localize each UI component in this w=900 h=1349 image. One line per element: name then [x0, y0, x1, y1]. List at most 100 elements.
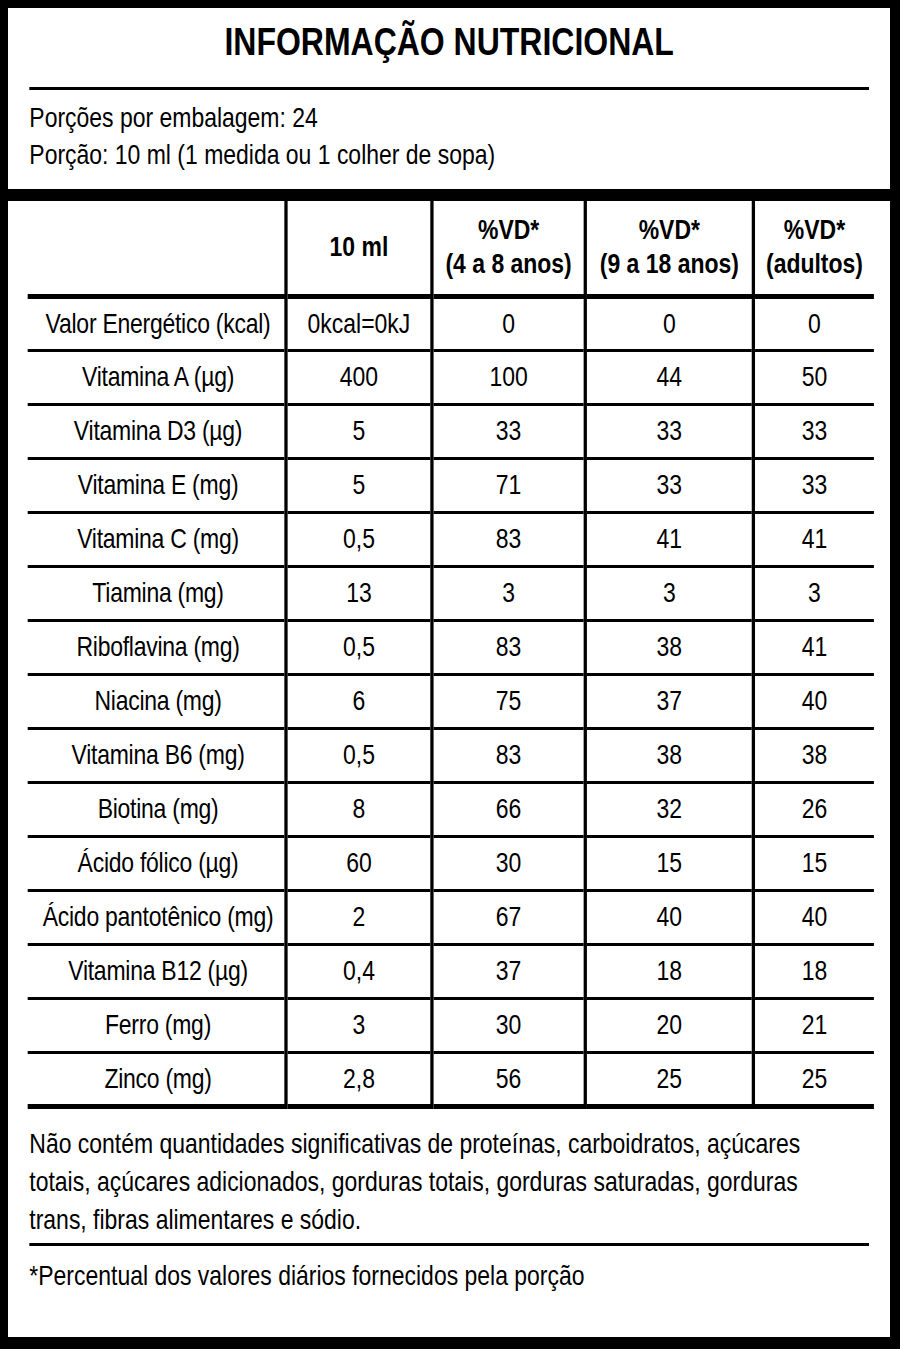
nutrient-value-amount: 3	[286, 998, 432, 1052]
nutrient-label: Ferro (mg)	[28, 998, 286, 1052]
column-header-line: (adultos)	[755, 247, 874, 281]
table-row: Ferro (mg)3302021	[28, 998, 874, 1052]
footnote-line: trans, fibras alimentares e sódio.	[29, 1201, 869, 1239]
nutrient-label: Vitamina D3 (µg)	[28, 404, 286, 458]
servings-per-package-text: Porções por embalagem: 24	[29, 99, 869, 136]
table-row: Niacina (mg)6753740	[28, 674, 874, 728]
column-header-line: 10 ml	[288, 230, 431, 264]
nutrient-value-vd-9-18: 41	[585, 512, 753, 566]
nutrient-label: Vitamina B12 (µg)	[28, 944, 286, 998]
table-row: Biotina (mg)8663226	[28, 782, 874, 836]
table-row: Vitamina A (µg)4001004450	[28, 350, 874, 404]
nutrient-value-vd-9-18: 33	[585, 404, 753, 458]
nutrient-value-vd-4-8: 37	[432, 944, 585, 998]
nutrient-value-amount: 400	[286, 350, 432, 404]
label-content: INFORMAÇÃO NUTRICIONAL Porções por embal…	[8, 21, 890, 1292]
nutrient-value-vd-9-18: 37	[585, 674, 753, 728]
daily-value-note: *Percentual dos valores diários fornecid…	[29, 1260, 869, 1292]
nutrient-label: Biotina (mg)	[28, 782, 286, 836]
table-row: Zinco (mg)2,8562525	[28, 1052, 874, 1106]
nutrient-value-vd-adults: 3	[753, 566, 874, 620]
nutrient-value-vd-adults: 15	[753, 836, 874, 890]
nutrient-value-vd-adults: 40	[753, 890, 874, 944]
table-row: Riboflavina (mg)0,5833841	[28, 620, 874, 674]
nutrient-value-amount: 0,4	[286, 944, 432, 998]
no-significant-amounts-note: Não contém quantidades significativas de…	[29, 1125, 869, 1239]
nutrient-value-vd-4-8: 30	[432, 836, 585, 890]
nutrition-facts-label: INFORMAÇÃO NUTRICIONAL Porções por embal…	[0, 0, 900, 1349]
nutrient-value-vd-adults: 21	[753, 998, 874, 1052]
nutrient-value-vd-9-18: 32	[585, 782, 753, 836]
column-header-line: %VD*	[587, 213, 752, 247]
nutrient-label: Vitamina C (mg)	[28, 512, 286, 566]
nutrient-label: Zinco (mg)	[28, 1052, 286, 1106]
thick-divider-bar	[8, 189, 890, 201]
nutrition-table: 10 ml %VD*(4 a 8 anos) %VD*(9 a 18 anos)…	[28, 201, 874, 1109]
table-row: Ácido fólico (µg)60301515	[28, 836, 874, 890]
nutrient-value-vd-9-18: 40	[585, 890, 753, 944]
nutrient-value-amount: 0,5	[286, 728, 432, 782]
nutrient-value-vd-4-8: 66	[432, 782, 585, 836]
nutrient-label: Vitamina B6 (mg)	[28, 728, 286, 782]
nutrient-value-vd-9-18: 38	[585, 728, 753, 782]
nutrient-value-vd-adults: 0	[753, 296, 874, 350]
serving-info: Porções por embalagem: 24 Porção: 10 ml …	[29, 99, 869, 173]
nutrient-value-vd-9-18: 38	[585, 620, 753, 674]
table-row: Tiamina (mg)13333	[28, 566, 874, 620]
table-row: Ácido pantotênico (mg)2674040	[28, 890, 874, 944]
footnote-divider-line	[29, 1243, 869, 1246]
nutrient-value-vd-4-8: 0	[432, 296, 585, 350]
nutrient-value-amount: 0kcal=0kJ	[286, 296, 432, 350]
nutrient-value-vd-4-8: 56	[432, 1052, 585, 1106]
nutrient-value-vd-adults: 33	[753, 404, 874, 458]
nutrient-value-vd-4-8: 67	[432, 890, 585, 944]
nutrient-label: Ácido pantotênico (mg)	[28, 890, 286, 944]
table-row: Valor Energético (kcal)0kcal=0kJ000	[28, 296, 874, 350]
nutrient-value-amount: 0,5	[286, 620, 432, 674]
nutrient-value-vd-4-8: 33	[432, 404, 585, 458]
nutrient-value-vd-4-8: 83	[432, 620, 585, 674]
column-header-amount: 10 ml	[286, 201, 432, 296]
nutrient-value-vd-9-18: 33	[585, 458, 753, 512]
table-row: Vitamina D3 (µg)5333333	[28, 404, 874, 458]
nutrient-value-vd-adults: 18	[753, 944, 874, 998]
column-header-nutrient	[28, 201, 286, 296]
nutrient-value-amount: 5	[286, 458, 432, 512]
nutrient-value-vd-adults: 38	[753, 728, 874, 782]
page-title: INFORMAÇÃO NUTRICIONAL	[8, 21, 890, 63]
nutrient-value-amount: 0,5	[286, 512, 432, 566]
nutrient-value-amount: 5	[286, 404, 432, 458]
nutrient-value-vd-9-18: 20	[585, 998, 753, 1052]
nutrient-value-vd-9-18: 15	[585, 836, 753, 890]
nutrient-label: Riboflavina (mg)	[28, 620, 286, 674]
nutrient-value-vd-4-8: 3	[432, 566, 585, 620]
nutrient-label: Valor Energético (kcal)	[28, 296, 286, 350]
footnote-line: Não contém quantidades significativas de…	[29, 1125, 869, 1163]
nutrient-label: Ácido fólico (µg)	[28, 836, 286, 890]
nutrient-value-vd-4-8: 83	[432, 512, 585, 566]
nutrient-value-vd-4-8: 30	[432, 998, 585, 1052]
table-row: Vitamina C (mg)0,5834141	[28, 512, 874, 566]
nutrient-value-vd-9-18: 0	[585, 296, 753, 350]
column-header-vd-9-18: %VD*(9 a 18 anos)	[585, 201, 753, 296]
nutrient-value-vd-adults: 41	[753, 512, 874, 566]
nutrient-value-vd-4-8: 71	[432, 458, 585, 512]
table-row: Vitamina B12 (µg)0,4371818	[28, 944, 874, 998]
nutrient-value-amount: 2	[286, 890, 432, 944]
nutrient-value-amount: 2,8	[286, 1052, 432, 1106]
nutrient-label: Niacina (mg)	[28, 674, 286, 728]
footnote-line: totais, açúcares adicionados, gorduras t…	[29, 1163, 869, 1201]
column-header-vd-adults: %VD*(adultos)	[753, 201, 874, 296]
nutrient-value-amount: 13	[286, 566, 432, 620]
nutrient-value-amount: 6	[286, 674, 432, 728]
column-header-line: (9 a 18 anos)	[587, 247, 752, 281]
nutrient-value-vd-4-8: 75	[432, 674, 585, 728]
nutrient-value-vd-adults: 50	[753, 350, 874, 404]
column-header-line: (4 a 8 anos)	[434, 247, 584, 281]
title-divider-line	[29, 87, 869, 90]
nutrition-table-body: Valor Energético (kcal)0kcal=0kJ000Vitam…	[28, 296, 874, 1106]
column-header-vd-4-8: %VD*(4 a 8 anos)	[432, 201, 585, 296]
nutrient-value-vd-adults: 33	[753, 458, 874, 512]
table-row: Vitamina B6 (mg)0,5833838	[28, 728, 874, 782]
table-header-row: 10 ml %VD*(4 a 8 anos) %VD*(9 a 18 anos)…	[28, 201, 874, 296]
